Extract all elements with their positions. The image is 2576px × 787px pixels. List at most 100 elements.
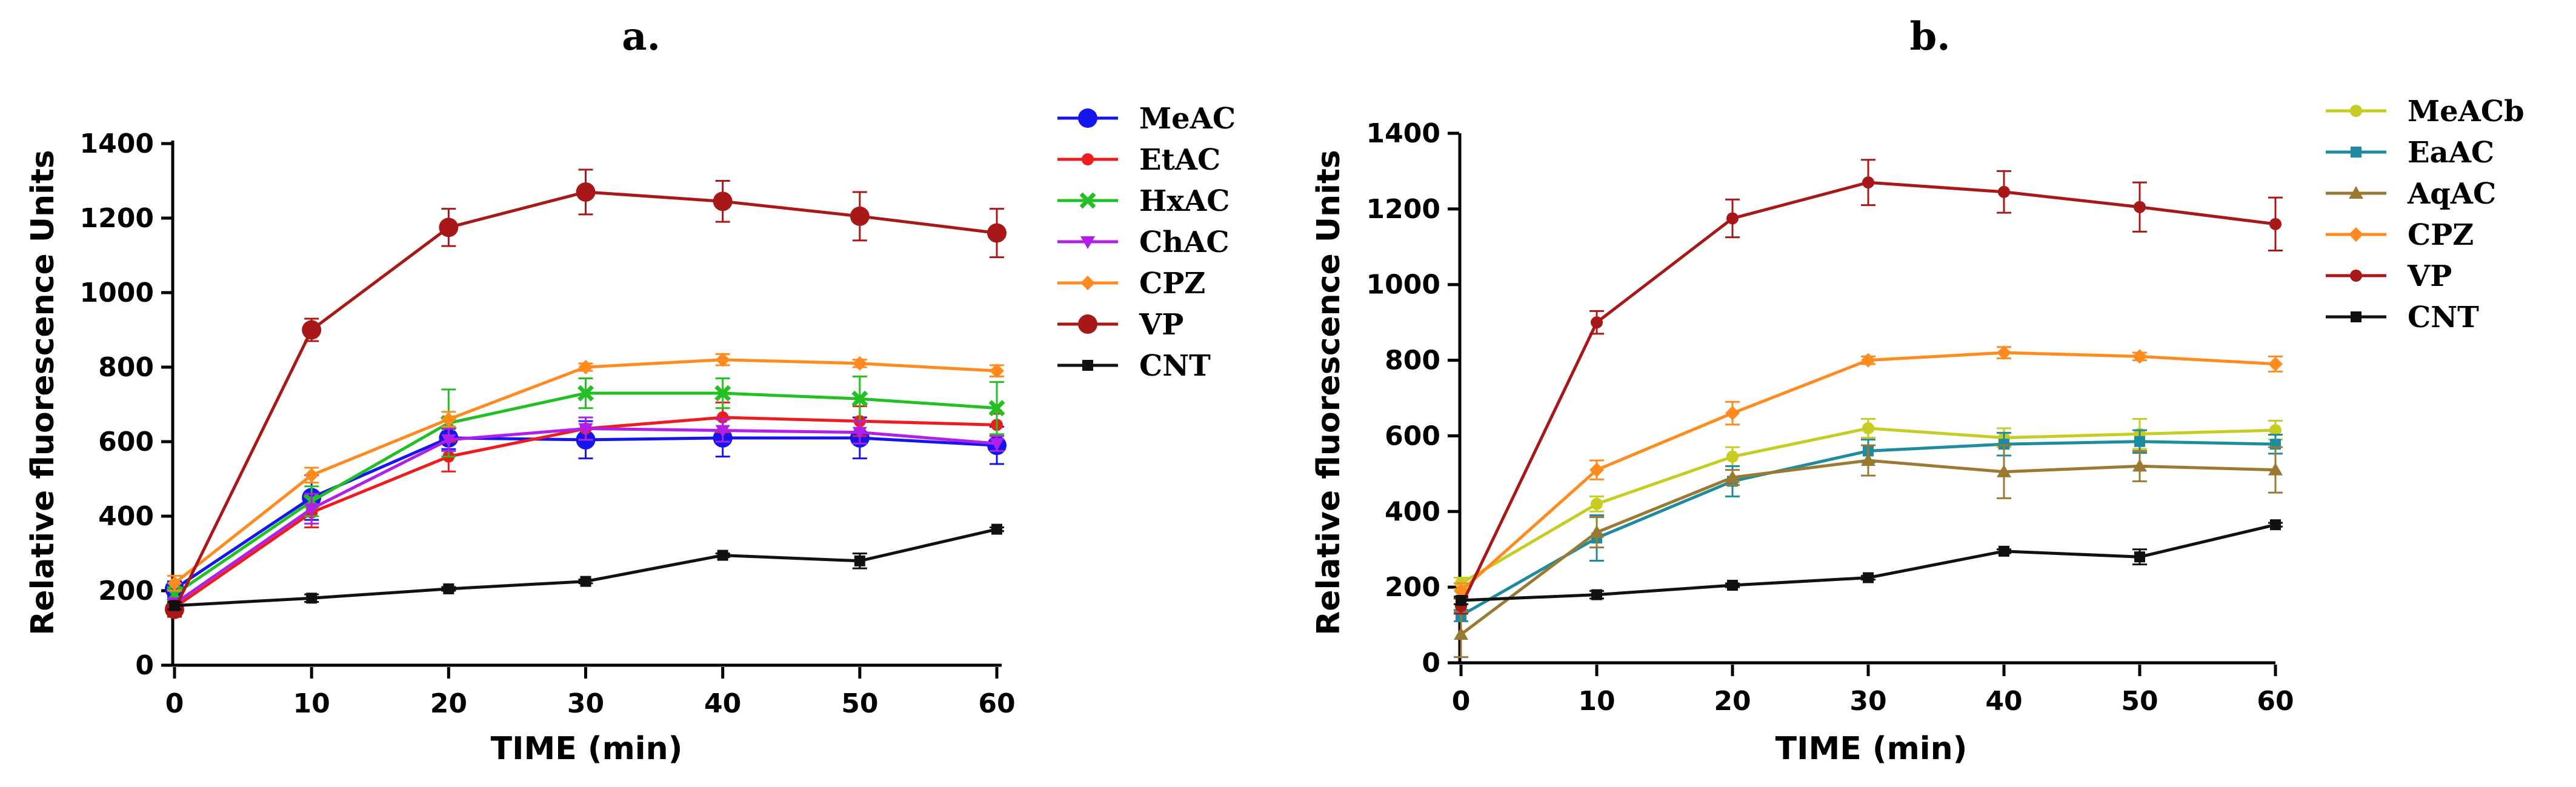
panel-a-series-vp (165, 168, 1007, 619)
panel-b-y-tick-label: 1000 (1366, 270, 1440, 301)
panel-b-point-cpz (1725, 405, 1740, 420)
panel-b-x-axis-title: TIME (min) (1776, 731, 1968, 767)
panel-b-y-ticks: 0 200 400 600 800 1000 1200 1400 (1366, 118, 1459, 679)
panel-a-line-meac (173, 436, 997, 591)
panel-b-point-vp (2269, 218, 2281, 230)
panel-b-legend-item-aqac: AqAC (2326, 177, 2496, 211)
panel-a-point-cpz (852, 356, 867, 371)
panel-a-legend-item-meac: MeAC (1057, 102, 1236, 136)
panel-b-point-vp (1862, 176, 1874, 189)
panel-a-legend-label-meac: MeAC (1139, 102, 1236, 136)
panel-a-point-chac (441, 434, 456, 447)
panel-b-x-tick-label: 40 (1985, 686, 2022, 717)
panel-b-series-cnt (1454, 519, 2283, 606)
panel-b-legend-item-eaac: EaAC (2326, 136, 2494, 170)
panel-b-point-vp (2134, 201, 2146, 213)
panel-a-point-vp (576, 182, 596, 202)
panel-b-y-tick-label: 0 (1422, 648, 1440, 679)
panel-a-point-vp (850, 206, 870, 226)
chart-panel-b: b. Relative fluorescence Units TIME (min… (1311, 14, 2524, 767)
panel-a-legend-label-cpz: CPZ (1139, 267, 1205, 301)
panel-b-point-eaac (2134, 436, 2145, 447)
panel-a-series-cpz (167, 352, 1004, 592)
panel-a-legend-item-hxac: HxAC (1057, 184, 1230, 218)
panel-b-legend-label-cnt: CNT (2408, 301, 2479, 334)
panel-b-legend-item-meacb: MeACb (2326, 95, 2524, 128)
panel-a-point-vp (302, 320, 322, 340)
panel-b-point-meacb (1591, 497, 1603, 510)
panel-b-point-vp (1591, 316, 1603, 329)
panel-b-x-tick-label: 60 (2257, 686, 2294, 717)
panel-a-x-ticks: 0 10 20 30 40 50 60 (165, 667, 1016, 719)
panel-a-x-tick-label: 30 (567, 688, 604, 719)
panel-b-point-aqac (1454, 627, 1468, 640)
panel-a-point-vp (713, 191, 733, 211)
panel-a-series-meac (165, 416, 1007, 599)
panel-a-x-tick-label: 20 (430, 688, 467, 719)
panel-a-legend-item-cnt: CNT (1057, 349, 1211, 383)
panel-a-legend-label-etac: EtAC (1139, 143, 1220, 177)
panel-b-legend-marker-eaac (2351, 147, 2361, 158)
panel-a-legend-marker-cpz (1080, 276, 1095, 290)
panel-b-x-tick-label: 0 (1452, 686, 1471, 717)
panel-a-legend-item-vp: VP (1057, 308, 1183, 342)
panel-a-line-cnt (174, 528, 997, 608)
panel-a-point-cnt (854, 555, 865, 566)
panel-b-legend-marker-cnt (2351, 311, 2361, 322)
panel-b-line-cnt (1460, 523, 2276, 602)
panel-a-point-cnt (991, 523, 1002, 535)
panel-a-legend-label-chac: ChAC (1139, 225, 1230, 259)
panel-a-y-tick-label: 600 (98, 427, 154, 457)
panel-b-point-aqac (2268, 462, 2283, 476)
panel-b-point-aqac (1997, 464, 2011, 477)
panel-a-y-tick-label: 1400 (80, 128, 154, 159)
panel-a-y-axis-title: Relative fluorescence Units (25, 150, 61, 636)
panel-a-legend-label-cnt: CNT (1139, 349, 1211, 383)
panel-b-point-meacb (1862, 422, 1874, 434)
panel-a-y-tick-label: 1000 (80, 277, 154, 308)
panel-a-x-tick-label: 10 (293, 688, 330, 719)
panel-b-point-cnt (1999, 545, 2009, 557)
panel-b-point-aqac (1861, 453, 1875, 467)
panel-b-x-ticks: 0 10 20 30 40 50 60 (1452, 665, 2294, 717)
panel-b-y-tick-label: 1400 (1366, 118, 1440, 149)
panel-b-legend-marker-aqac (2349, 186, 2363, 199)
panel-a-legend-item-chac: ChAC (1057, 225, 1230, 259)
chart-panel-a: a. Relative fluorescence Units TIME (min… (25, 14, 1236, 767)
panel-a-y-tick-label: 400 (98, 501, 154, 532)
panel-b-point-cnt (1727, 580, 1738, 591)
panel-b-y-tick-label: 800 (1385, 345, 1440, 376)
panel-b-label: b. (1909, 14, 1950, 59)
panel-a-legend-label-vp: VP (1139, 308, 1183, 342)
panel-b-legend-label-cpz: CPZ (2408, 218, 2474, 252)
panel-b-point-vp (1726, 212, 1739, 225)
panel-a-point-cnt (717, 550, 728, 561)
panel-b-point-cnt (2270, 519, 2281, 531)
panel-a-legend: MeAC EtAC HxAC ChAC CPZ VP CNT (1057, 102, 1236, 383)
panel-a-point-cnt (306, 593, 318, 604)
panel-a-legend-marker-vp (1078, 314, 1097, 334)
panel-a-label: a. (622, 14, 661, 59)
panel-b-legend-marker-cpz (2349, 227, 2363, 242)
panel-a-x-tick-label: 40 (704, 688, 741, 719)
panel-a-series (165, 168, 1007, 619)
panel-b-point-aqac (1589, 525, 1604, 538)
panel-a-point-chac (578, 423, 593, 436)
panel-b-legend-label-meacb: MeACb (2408, 95, 2524, 128)
panel-b-point-cpz (1589, 462, 1604, 477)
panel-b-y-tick-label: 1200 (1366, 194, 1440, 225)
panel-b-legend-item-cnt: CNT (2326, 301, 2479, 334)
panel-a-point-cpz (578, 360, 593, 374)
panel-a-y-tick-label: 1200 (80, 203, 154, 234)
panel-a-y-ticks: 0 200 400 600 800 1000 1200 1400 (80, 128, 173, 681)
panel-b-legend-item-cpz: CPZ (2326, 218, 2474, 252)
panel-b-x-tick-label: 50 (2121, 686, 2158, 717)
panel-a-point-vp (987, 223, 1007, 243)
panel-b-series (1454, 159, 2283, 659)
panel-a-point-hxac (577, 385, 594, 402)
panel-b-point-cpz (1454, 583, 1468, 599)
panel-b-y-tick-label: 600 (1385, 420, 1440, 451)
panel-b-x-tick-label: 10 (1578, 686, 1615, 717)
panel-a-point-cpz (990, 364, 1004, 379)
